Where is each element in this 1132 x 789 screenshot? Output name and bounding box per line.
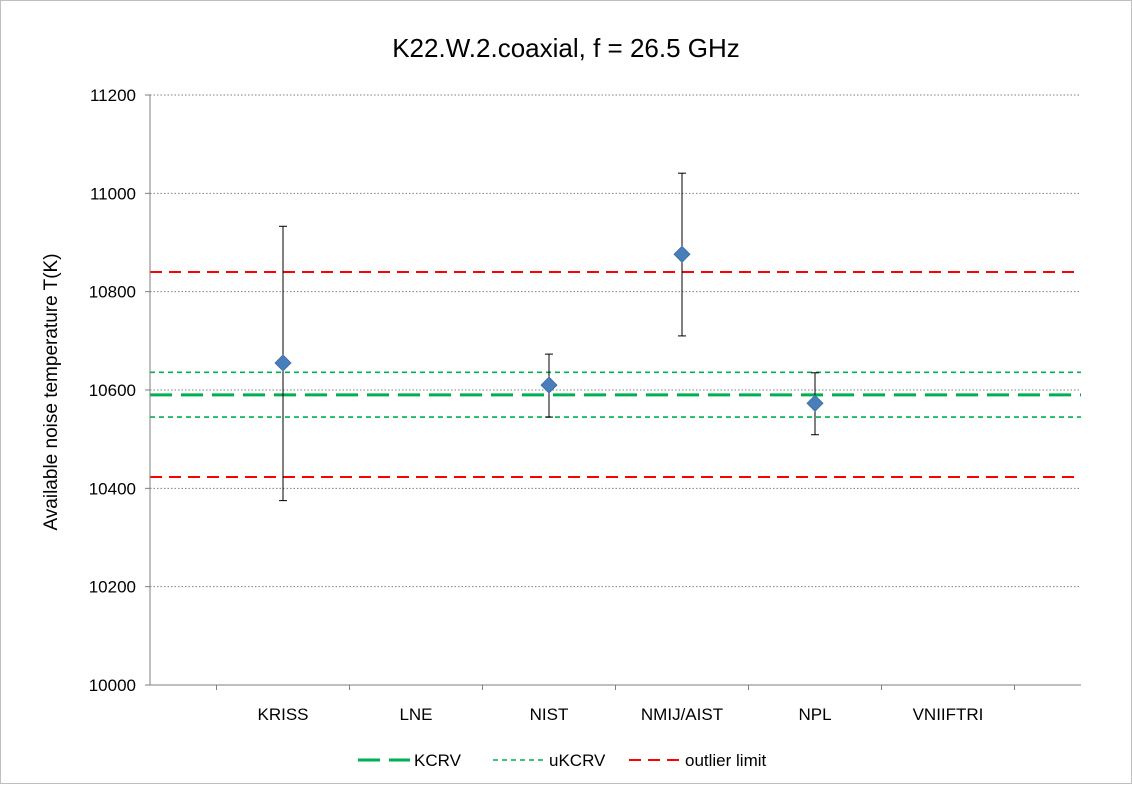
data-point-marker (274, 354, 292, 372)
y-tick-label: 10200 (89, 578, 136, 597)
legend: KCRV uKCRV outlier limit (358, 751, 767, 770)
reference-lines-layer (150, 271, 1081, 479)
y-axis-label: Available noise temperature T(K) (41, 253, 62, 530)
axis-layer: 10000 10200 10400 10600 10800 11000 11200 KRISS… (89, 86, 1081, 724)
grid-layer (150, 94, 1081, 588)
y-tick-label: 11000 (90, 184, 136, 203)
x-tick-label: VNIIFTRI (913, 705, 984, 724)
legend-label-ukcrv: uKCRV (549, 751, 606, 770)
x-tick-label: NMIJ/AIST (641, 705, 723, 724)
legend-label-outlier-limit: outlier limit (685, 751, 767, 770)
y-tick-label: 10400 (89, 479, 136, 498)
x-tick-label: KRISS (257, 705, 308, 724)
y-tick-label: 10800 (89, 283, 136, 302)
data-points-layer (274, 172, 824, 502)
data-point-group (274, 225, 292, 502)
y-tick-label: 10000 (89, 676, 136, 695)
chart-title: K22.W.2.coaxial, f = 26.5 GHz (392, 33, 740, 63)
x-tick-label: NPL (798, 705, 831, 724)
data-point-marker (806, 394, 824, 412)
legend-label-kcrv: KCRV (414, 751, 462, 770)
data-point-marker (540, 376, 558, 394)
data-point-group (673, 172, 691, 337)
y-tick-label: 11200 (90, 86, 136, 105)
x-tick-label: LNE (399, 705, 432, 724)
data-point-marker (673, 245, 691, 263)
y-tick-label: 10600 (89, 381, 136, 400)
data-point-group (806, 372, 824, 436)
data-point-group (540, 353, 558, 418)
x-tick-label: NIST (530, 705, 569, 724)
